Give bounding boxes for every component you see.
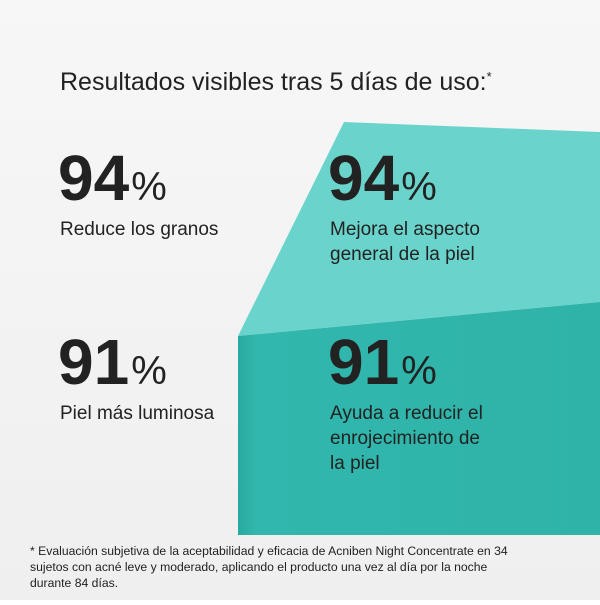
stat-figure: 91% bbox=[328, 326, 437, 398]
stat-unit: % bbox=[131, 349, 167, 393]
stat-figure: 94% bbox=[328, 142, 437, 214]
title-mark: * bbox=[487, 69, 492, 84]
stat-unit: % bbox=[401, 349, 437, 393]
footnote-line: * Evaluación subjetiva de la aceptabilid… bbox=[30, 544, 508, 558]
cube-front bbox=[238, 302, 600, 535]
stat-value: 91 bbox=[328, 326, 399, 398]
stat-label: Reduce los granos bbox=[60, 219, 218, 240]
stat-label: general de la piel bbox=[330, 244, 475, 265]
footnote: * Evaluación subjetiva de la aceptabilid… bbox=[30, 544, 508, 590]
stat-unit: % bbox=[401, 165, 437, 209]
stat-label: la piel bbox=[330, 453, 380, 474]
title: Resultados visibles tras 5 días de uso:* bbox=[60, 68, 492, 96]
cube-top bbox=[238, 122, 600, 336]
stat-figure: 94% bbox=[58, 142, 167, 214]
stats: 94% Reduce los granos 94% Mejora el aspecto… bbox=[58, 142, 483, 474]
title-text: Resultados visibles tras 5 días de uso: bbox=[60, 68, 487, 96]
stat-label: Ayuda a reducir el bbox=[330, 403, 483, 424]
stat-value: 91 bbox=[58, 326, 129, 398]
footnote-line: sujetos con acné leve y moderado, aplica… bbox=[30, 560, 488, 574]
stat-label: Mejora el aspecto bbox=[330, 219, 480, 240]
stat-label: enrojecimiento de bbox=[330, 428, 480, 449]
stat-unit: % bbox=[131, 165, 167, 209]
stat-label: Piel más luminosa bbox=[60, 403, 215, 424]
footnote-line: durante 84 días. bbox=[30, 576, 118, 590]
stat-value: 94 bbox=[328, 142, 400, 214]
stat-value: 94 bbox=[58, 142, 130, 214]
stat-figure: 91% bbox=[58, 326, 167, 398]
